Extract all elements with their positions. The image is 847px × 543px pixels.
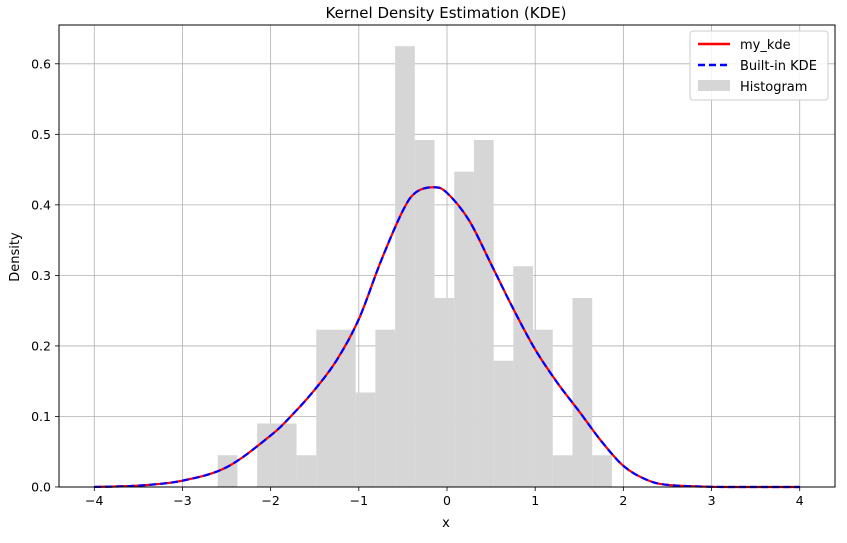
histogram-bar <box>473 139 494 487</box>
y-tick-label: 0.4 <box>31 197 51 212</box>
x-tick-label: 2 <box>619 493 627 508</box>
histogram-bar <box>434 297 455 487</box>
histogram-bar <box>454 171 474 487</box>
x-tick-label: 1 <box>531 493 539 508</box>
histogram-bar <box>296 455 317 487</box>
kde-lines <box>94 186 800 489</box>
histogram-bar <box>513 266 534 487</box>
histogram-bar <box>493 360 514 487</box>
x-tick-label: −2 <box>261 493 279 508</box>
x-tick-label: −4 <box>85 493 103 508</box>
y-tick-label: 0.0 <box>31 480 51 495</box>
legend-label-my-kde: my_kde <box>740 38 791 53</box>
legend-swatch-histogram <box>698 80 730 91</box>
builtin-kde-line <box>94 186 800 489</box>
histogram-bar <box>552 455 573 487</box>
histogram-bar <box>276 423 297 487</box>
x-tick-label: 0 <box>443 493 451 508</box>
y-axis-ticks: 0.0 0.1 0.2 0.3 0.4 0.5 0.6 <box>31 56 59 495</box>
histogram-bar <box>257 423 277 487</box>
chart-title: Kernel Density Estimation (KDE) <box>326 4 567 22</box>
histogram-bar <box>414 139 435 487</box>
y-tick-label: 0.5 <box>31 127 51 142</box>
x-tick-label: −3 <box>173 493 191 508</box>
legend: my_kde Built-in KDE Histogram <box>689 30 829 101</box>
y-axis-label: Density <box>8 232 23 282</box>
legend-label-histogram: Histogram <box>740 80 807 95</box>
histogram-bar <box>316 329 336 487</box>
x-axis-ticks: −4 −3 −2 −1 0 1 2 3 4 <box>85 487 804 508</box>
histogram-bar <box>572 297 593 487</box>
y-tick-label: 0.3 <box>31 268 51 283</box>
legend-label-builtin-kde: Built-in KDE <box>740 59 817 74</box>
x-axis-label: x <box>442 516 450 531</box>
x-tick-label: 3 <box>708 493 716 508</box>
x-tick-label: −1 <box>350 493 368 508</box>
histogram-bar <box>395 46 415 487</box>
x-tick-label: 4 <box>796 493 804 508</box>
y-tick-label: 0.1 <box>31 409 51 424</box>
histogram-bar <box>355 392 376 487</box>
y-tick-label: 0.6 <box>31 56 51 71</box>
y-tick-label: 0.2 <box>31 338 51 353</box>
histogram-bar <box>375 329 396 487</box>
histogram-bar <box>592 455 612 487</box>
histogram-bar <box>533 329 553 487</box>
histogram-bar <box>335 329 356 487</box>
